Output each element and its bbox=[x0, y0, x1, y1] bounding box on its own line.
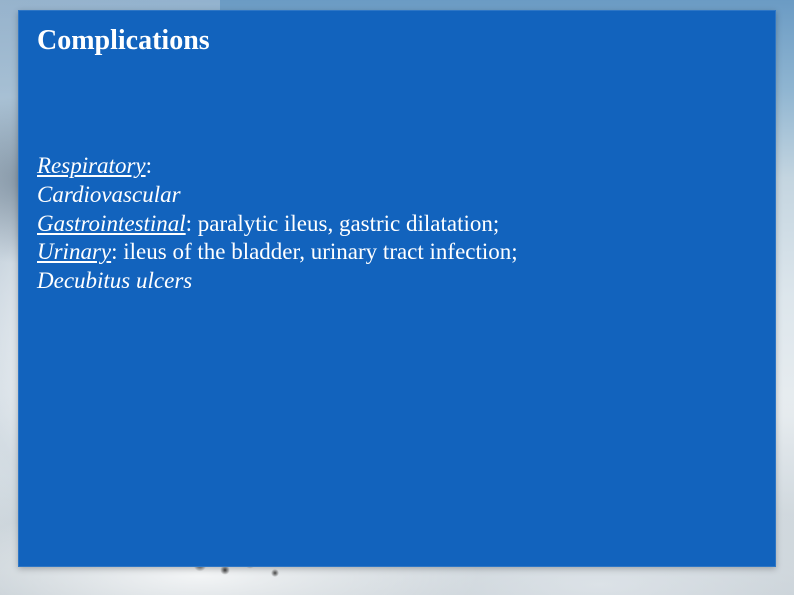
slide-panel: Complications Respiratory: Cardiovascula… bbox=[18, 10, 776, 567]
slide-title: Complications bbox=[37, 25, 757, 57]
line-respiratory: Respiratory: bbox=[37, 152, 757, 181]
line-decubitus: Decubitus ulcers bbox=[37, 267, 757, 296]
label-gastrointestinal: Gastrointestinal bbox=[37, 211, 186, 236]
label-urinary: Urinary bbox=[37, 239, 111, 264]
after-gastrointestinal: : paralytic ileus, gastric dilatation; bbox=[186, 211, 500, 236]
label-decubitus: Decubitus ulcers bbox=[37, 268, 192, 293]
label-respiratory: Respiratory bbox=[37, 153, 146, 178]
label-cardiovascular: Cardiovascular bbox=[37, 182, 181, 207]
after-respiratory: : bbox=[146, 153, 152, 178]
slide-body: Respiratory: Cardiovascular Gastrointest… bbox=[37, 152, 757, 296]
line-cardiovascular: Cardiovascular bbox=[37, 181, 757, 210]
line-urinary: Urinary: ileus of the bladder, urinary t… bbox=[37, 238, 757, 267]
after-urinary: : ileus of the bladder, urinary tract in… bbox=[111, 239, 518, 264]
line-gastrointestinal: Gastrointestinal: paralytic ileus, gastr… bbox=[37, 210, 757, 239]
